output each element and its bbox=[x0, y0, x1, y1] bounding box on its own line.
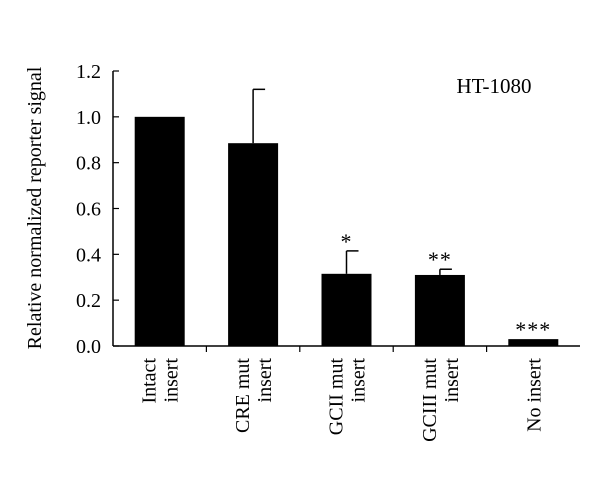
y-tick-label: 0.4 bbox=[76, 244, 101, 266]
x-category-label: CRE mut bbox=[232, 358, 254, 433]
x-category-label: GCIII mut bbox=[419, 358, 441, 442]
bar bbox=[321, 273, 372, 346]
x-category-label: insert bbox=[348, 358, 370, 403]
x-category-label: insert bbox=[441, 358, 463, 403]
significance-marker: *** bbox=[515, 317, 551, 342]
x-category-label: Intact bbox=[139, 358, 161, 404]
x-category-label: insert bbox=[254, 358, 276, 403]
y-tick-label: 0.2 bbox=[76, 290, 101, 312]
bar bbox=[228, 143, 279, 346]
x-category-label: No insert bbox=[523, 358, 545, 432]
bar bbox=[134, 116, 185, 346]
significance-marker: ** bbox=[428, 247, 452, 272]
significance-marker: * bbox=[341, 229, 353, 254]
cell-line-annotation: HT-1080 bbox=[456, 74, 531, 98]
x-category-label: GCII mut bbox=[326, 358, 348, 436]
y-tick-label: 1.0 bbox=[76, 107, 101, 129]
y-tick-label: 0.0 bbox=[76, 336, 101, 358]
x-category-label: insert bbox=[161, 358, 183, 403]
y-axis-label: Relative normalized reporter signal bbox=[24, 66, 46, 349]
y-tick-label: 1.2 bbox=[76, 61, 101, 83]
bar bbox=[414, 274, 465, 346]
y-tick-label: 0.6 bbox=[76, 199, 101, 221]
y-tick-label: 0.8 bbox=[76, 153, 101, 175]
bar bbox=[508, 339, 559, 346]
